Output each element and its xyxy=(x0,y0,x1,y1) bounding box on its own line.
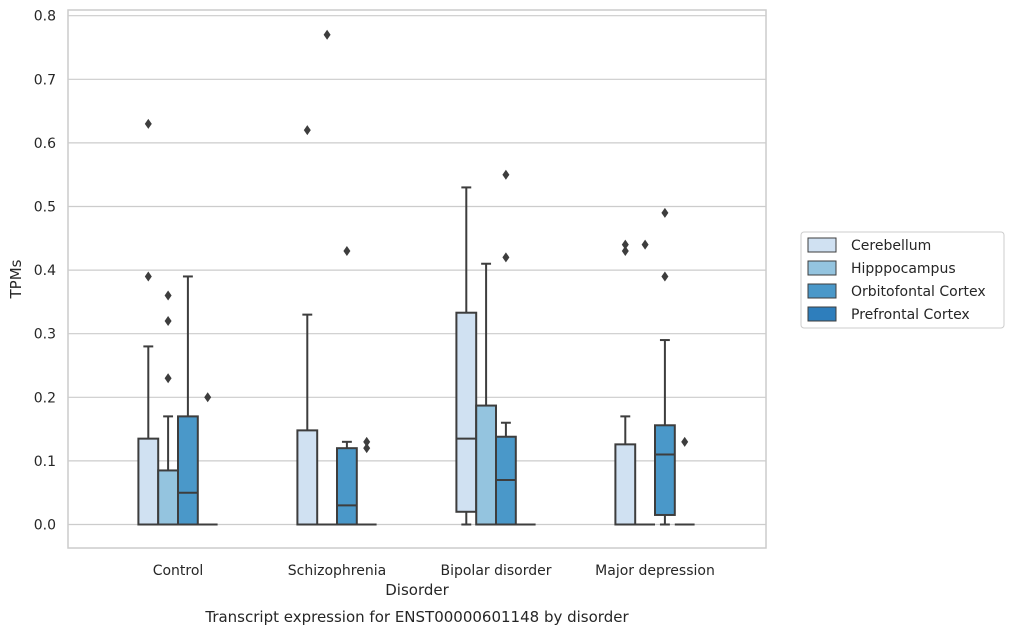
outlier-point xyxy=(621,246,629,257)
outlier-point xyxy=(681,436,689,447)
outlier-point xyxy=(363,436,371,447)
box-body xyxy=(654,424,676,516)
legend-swatch xyxy=(807,283,837,299)
box-orbitofontal-cortex xyxy=(495,169,517,526)
outlier-point xyxy=(502,169,510,180)
y-tick-label: 0.8 xyxy=(34,9,56,25)
legend-label: Prefrontal Cortex xyxy=(851,307,970,323)
box-hipppocampus xyxy=(475,262,498,526)
box-body xyxy=(336,447,358,526)
outlier-point xyxy=(164,290,172,301)
chart-caption: Transcript expression for ENST0000060114… xyxy=(204,608,629,626)
box-cerebellum xyxy=(614,239,637,526)
legend-label: Hipppocampus xyxy=(851,261,956,277)
box-body xyxy=(296,429,319,526)
y-tick-label: 0.4 xyxy=(34,263,56,279)
legend-label: Orbitofontal Cortex xyxy=(851,284,986,300)
y-tick-label: 0.0 xyxy=(34,518,56,534)
outlier-point xyxy=(363,443,371,454)
y-tick-label: 0.1 xyxy=(34,454,56,470)
legend-swatch xyxy=(807,260,837,276)
x-tick-label: Schizophrenia xyxy=(288,563,386,579)
y-axis-ticks: 0.0 0.1 0.2 0.3 0.4 0.5 0.6 0.7 0.8 xyxy=(34,9,56,534)
box-plots xyxy=(137,29,695,526)
y-axis-title: TPMs xyxy=(7,259,25,299)
outlier-point xyxy=(641,239,649,250)
box-body xyxy=(475,404,498,526)
x-axis-title: Disorder xyxy=(385,581,449,599)
outlier-point xyxy=(144,271,152,282)
box-prefrontal-cortex xyxy=(356,436,377,526)
y-tick-label: 0.2 xyxy=(34,390,56,406)
outlier-point xyxy=(303,125,311,136)
legend: Cerebellum Hipppocampus Orbitofontal Corte… xyxy=(800,231,1005,329)
box-cerebellum xyxy=(137,118,160,526)
y-tick-label: 0.7 xyxy=(34,72,56,88)
box-body xyxy=(137,437,160,526)
plot-frame xyxy=(67,9,767,549)
box-cerebellum xyxy=(296,125,319,526)
box-prefrontal-cortex xyxy=(197,392,218,526)
legend-swatch xyxy=(807,237,837,253)
outlier-point xyxy=(144,118,152,129)
outlier-point xyxy=(661,207,669,218)
outlier-point xyxy=(343,246,351,257)
outlier-point xyxy=(621,239,629,250)
y-tick-label: 0.5 xyxy=(34,200,56,216)
box-cerebellum xyxy=(455,186,478,526)
outlier-point xyxy=(661,271,669,282)
x-axis-ticks: Control Schizophrenia Bipolar disorder Majo… xyxy=(153,563,715,579)
box-orbitofontal-cortex xyxy=(654,207,676,526)
x-tick-label: Bipolar disorder xyxy=(440,563,551,579)
y-tick-label: 0.6 xyxy=(34,136,56,152)
box-body xyxy=(455,311,478,513)
box-hipppocampus xyxy=(635,239,655,526)
box-body xyxy=(177,415,199,526)
outlier-point xyxy=(204,392,212,403)
box-prefrontal-cortex xyxy=(674,436,695,526)
box-body xyxy=(157,469,179,526)
legend-swatch xyxy=(807,306,837,322)
outlier-point xyxy=(164,315,172,326)
box-body xyxy=(614,443,637,526)
legend-frame xyxy=(800,231,1005,329)
y-tick-label: 0.3 xyxy=(34,327,56,343)
box-hipppocampus xyxy=(157,290,179,526)
legend-label: Cerebellum xyxy=(851,238,931,254)
box-orbitofontal-cortex xyxy=(336,246,358,526)
box-hipppocampus xyxy=(317,29,337,526)
box-orbitofontal-cortex xyxy=(177,275,199,526)
x-tick-label: Major depression xyxy=(595,563,715,579)
x-tick-label: Control xyxy=(153,563,204,579)
outlier-point xyxy=(502,252,510,263)
outlier-point xyxy=(323,29,331,40)
outlier-point xyxy=(164,373,172,384)
